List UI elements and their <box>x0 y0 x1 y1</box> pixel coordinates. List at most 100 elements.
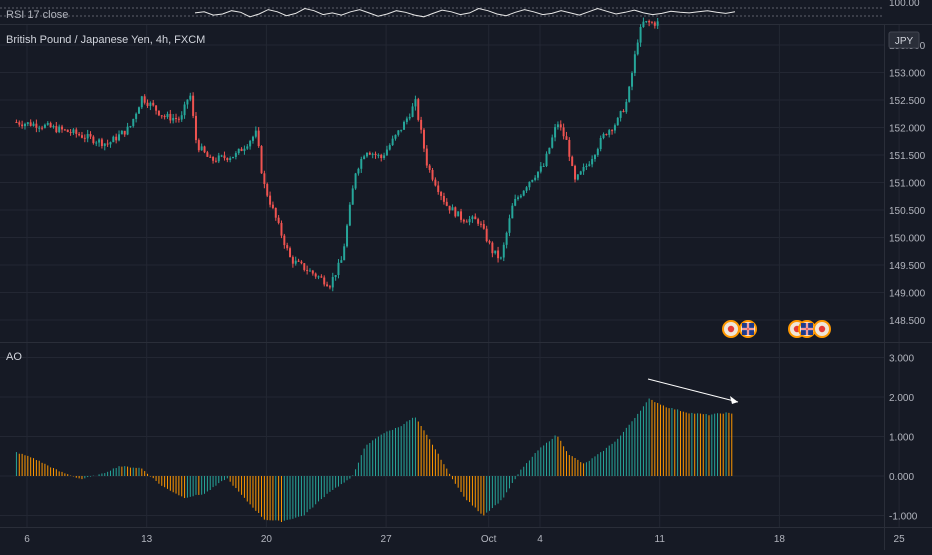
candle-body <box>385 149 388 156</box>
candle <box>579 170 582 175</box>
candle-body <box>175 117 178 119</box>
candle <box>482 220 485 230</box>
candle <box>75 127 78 138</box>
candle-body <box>505 232 508 245</box>
candle-body <box>591 159 594 165</box>
price-tick-label: 150.500 <box>889 206 926 217</box>
candle-body <box>226 158 229 161</box>
candle-body <box>556 124 559 128</box>
candle-body <box>118 134 121 141</box>
candle <box>365 152 368 158</box>
candle-body <box>477 219 480 224</box>
candle-body <box>155 105 158 111</box>
candle-body <box>206 152 209 157</box>
candle <box>539 162 542 174</box>
candle <box>306 265 309 275</box>
ao-axis[interactable]: 3.000 2.000 1.000 0.000 -1.000 <box>889 354 918 523</box>
candle <box>360 156 363 173</box>
candle-body <box>565 136 568 140</box>
candle-body <box>656 21 659 26</box>
candle-body <box>331 277 334 288</box>
candle-body <box>559 124 562 128</box>
candle-body <box>599 137 602 150</box>
candle <box>289 246 292 258</box>
candle <box>517 195 520 201</box>
candle-body <box>326 284 329 287</box>
candle <box>514 194 517 207</box>
time-axis[interactable]: 6 13 20 27 Oct 4 11 18 25 <box>24 534 905 545</box>
candle-body <box>360 159 363 169</box>
candle-body <box>291 257 294 264</box>
candle-body <box>112 136 115 143</box>
candle <box>155 105 158 115</box>
candle <box>100 137 103 149</box>
candle <box>263 170 266 189</box>
candle <box>425 145 428 169</box>
candle <box>126 122 129 136</box>
candle-body <box>511 205 514 219</box>
candle-body <box>55 126 58 133</box>
candle-body <box>234 153 237 157</box>
candle <box>397 130 400 137</box>
uk-flag-icon[interactable] <box>798 320 816 338</box>
candle <box>246 144 249 150</box>
candle-body <box>340 260 343 263</box>
candle-body <box>348 204 351 226</box>
price-tick-label: 149.500 <box>889 261 926 272</box>
candle <box>291 255 294 268</box>
time-tick-label: 6 <box>24 534 30 545</box>
candle <box>29 119 32 127</box>
candle-body <box>528 181 531 188</box>
candle-body <box>283 235 286 246</box>
candle <box>602 132 605 140</box>
event-markers[interactable] <box>722 320 831 338</box>
candle-body <box>129 126 132 128</box>
candle <box>15 119 18 123</box>
candle <box>311 269 314 276</box>
candle <box>593 154 596 162</box>
candle-body <box>140 96 143 108</box>
candle <box>505 231 508 249</box>
candle <box>163 114 166 120</box>
candle <box>422 128 425 153</box>
candle-body <box>420 119 423 130</box>
candle-body <box>32 123 35 126</box>
candle-body <box>536 171 539 178</box>
uk-flag-icon[interactable] <box>739 320 757 338</box>
candle <box>460 208 463 223</box>
candle-body <box>562 127 565 137</box>
candle <box>454 206 457 218</box>
flag-sun <box>727 325 735 333</box>
candle-body <box>397 130 400 135</box>
candle <box>249 139 252 150</box>
candle <box>568 137 571 162</box>
candle-body <box>92 136 95 144</box>
candle <box>488 239 491 245</box>
candle <box>98 138 101 147</box>
jp-flag-icon[interactable] <box>722 320 740 338</box>
candle-body <box>194 115 197 141</box>
candle-body <box>554 127 557 138</box>
candle <box>588 161 591 167</box>
candle-body <box>440 191 443 196</box>
candle <box>197 138 200 153</box>
candle-body <box>157 110 160 116</box>
jp-flag-icon[interactable] <box>813 320 831 338</box>
candle-body <box>479 223 482 225</box>
candle <box>55 122 58 134</box>
candle-body <box>186 99 189 105</box>
candle <box>571 155 574 167</box>
candle <box>95 140 98 147</box>
candle <box>414 95 417 111</box>
candle <box>448 205 451 214</box>
candle <box>83 134 86 143</box>
candle-body <box>160 115 163 117</box>
candle <box>471 215 474 223</box>
candle <box>405 116 408 125</box>
candle-body <box>451 207 454 211</box>
flag-sun <box>818 325 826 333</box>
candle-body <box>411 106 414 117</box>
candle-body <box>422 129 425 149</box>
